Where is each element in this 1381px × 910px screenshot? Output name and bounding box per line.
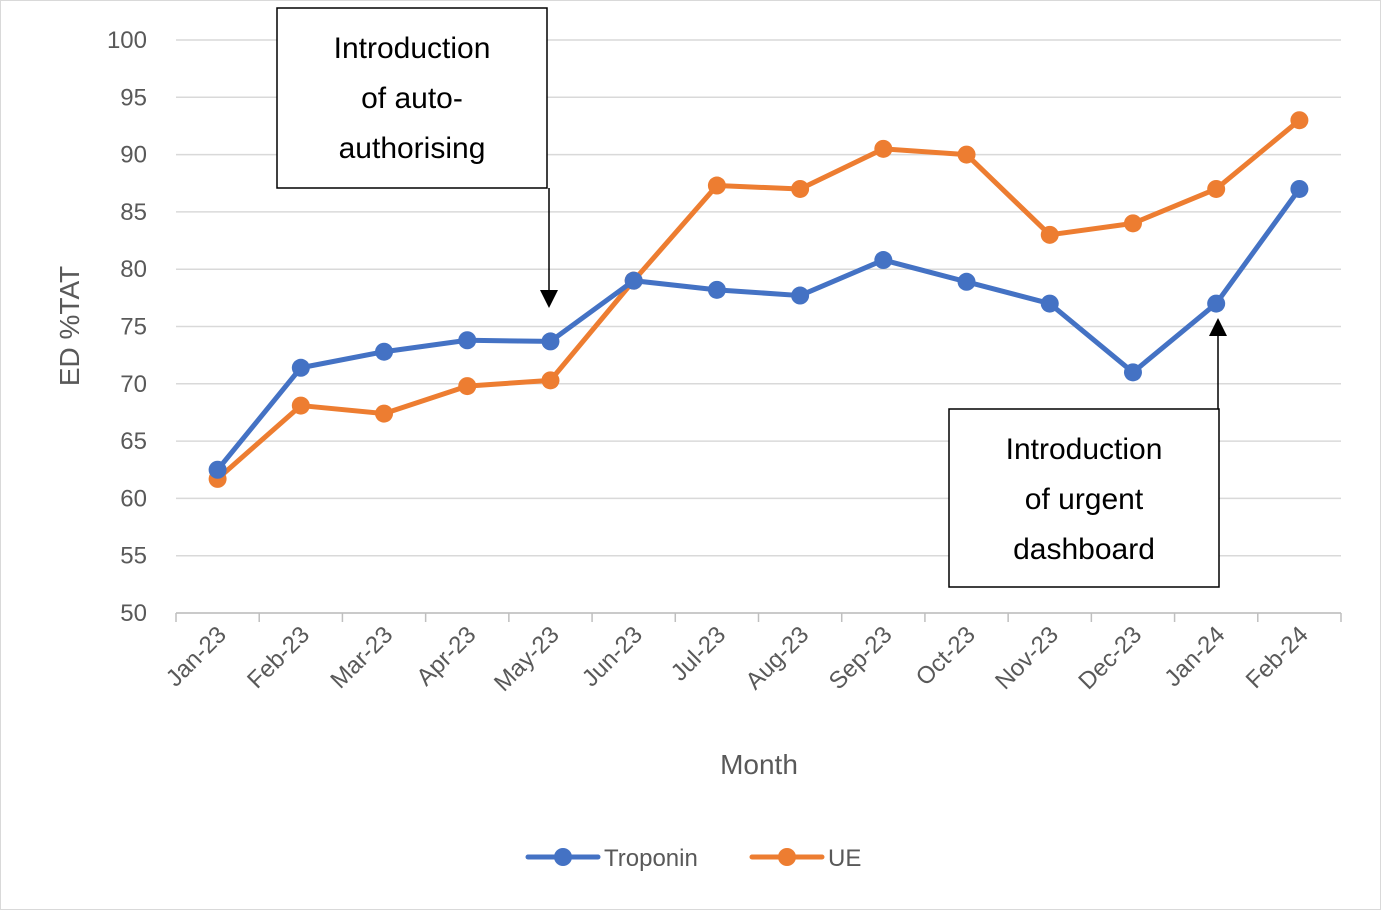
ue-data-point: [291, 396, 310, 415]
x-tick-label: Feb-23: [242, 621, 315, 694]
callout-arrowhead: [1209, 318, 1227, 336]
ue-data-point: [541, 371, 560, 390]
x-tick-label: Feb-24: [1241, 621, 1314, 694]
legend-item-ue: UE: [749, 845, 861, 872]
y-axis-tick-labels: 50 55 60 65 70 75 80 85 90 95 100: [107, 27, 147, 627]
x-tick-label: Nov-23: [990, 621, 1064, 695]
ue-data-point: [874, 139, 893, 158]
x-tick-label: Oct-23: [911, 621, 981, 691]
callout-text-line: dashboard: [1013, 533, 1155, 566]
y-tick-label: 60: [120, 485, 147, 512]
callout-text-line: of auto-: [361, 82, 463, 115]
y-tick-label: 85: [120, 199, 147, 226]
troponin-data-point: [208, 460, 227, 479]
troponin-data-point: [707, 280, 726, 299]
y-tick-label: 70: [120, 371, 147, 398]
legend: Troponin UE: [525, 845, 861, 872]
x-axis-tick-labels: Jan-23 Feb-23 Mar-23 Apr-23 May-23 Jun-23 Jul-…: [161, 621, 1314, 697]
y-tick-label: 50: [120, 600, 147, 627]
ue-data-point: [1290, 111, 1309, 130]
x-tick-label: Mar-23: [325, 621, 398, 694]
x-tick-label: Jan-23: [161, 621, 232, 692]
callout-arrowhead: [540, 290, 558, 308]
legend-marker: [778, 848, 796, 866]
troponin-data-point: [791, 286, 810, 305]
x-tick-label: Jun-23: [577, 621, 648, 692]
y-tick-label: 90: [120, 142, 147, 169]
ue-data-point: [707, 176, 726, 195]
callout-text-line: Introduction: [1006, 433, 1163, 466]
ue-data-point: [1040, 225, 1059, 244]
x-tick-label: May-23: [489, 621, 565, 697]
x-tick-label: Jan-24: [1159, 621, 1230, 692]
y-tick-label: 100: [107, 27, 147, 54]
series-layer: [208, 111, 1309, 488]
troponin-series-line: [215, 186, 1302, 473]
x-tick-label: Aug-23: [741, 621, 815, 695]
ue-data-point: [458, 377, 477, 396]
ue-data-point: [1207, 179, 1226, 198]
ue-data-point: [1123, 214, 1142, 233]
legend-item-troponin: Troponin: [525, 845, 698, 872]
troponin-data-point: [957, 272, 976, 291]
y-tick-label: 65: [120, 428, 147, 455]
x-axis-title: Month: [720, 749, 798, 780]
x-tick-label: Sep-23: [824, 621, 898, 695]
ue-data-point: [957, 145, 976, 164]
x-tick-label: Jul-23: [666, 621, 731, 686]
troponin-data-point: [458, 331, 477, 350]
legend-label: UE: [828, 845, 861, 872]
x-axis: [175, 612, 1342, 622]
callout-text-line: Introduction: [334, 32, 491, 65]
ue-series-line: [215, 117, 1302, 482]
callout-text-line: authorising: [339, 132, 486, 165]
y-tick-label: 55: [120, 543, 147, 570]
callout-box: [276, 7, 548, 189]
y-tick-label: 80: [120, 256, 147, 283]
x-tick-label: Apr-23: [411, 621, 481, 691]
callout-text-line: of urgent: [1025, 483, 1144, 516]
troponin-data-point: [874, 251, 893, 270]
y-tick-label: 95: [120, 84, 147, 111]
troponin-data-point: [375, 342, 394, 361]
y-axis-title: ED %TAT: [54, 266, 85, 386]
x-tick-label: Dec-23: [1073, 621, 1147, 695]
callout: Introduction of auto-authorising: [276, 7, 558, 308]
ue-data-point: [791, 179, 810, 198]
troponin-data-point: [541, 332, 560, 351]
troponin-data-point: [1290, 179, 1309, 198]
legend-label: Troponin: [604, 845, 698, 872]
troponin-data-point: [1040, 294, 1059, 313]
troponin-data-point: [1207, 294, 1226, 313]
ue-data-point: [375, 404, 394, 423]
troponin-data-point: [1123, 363, 1142, 382]
legend-marker: [554, 848, 572, 866]
troponin-data-point: [291, 358, 310, 377]
callout-box: [948, 408, 1220, 588]
y-tick-label: 75: [120, 314, 147, 341]
callout: Introduction of urgent dashboard: [948, 318, 1227, 588]
troponin-data-point: [624, 271, 643, 290]
